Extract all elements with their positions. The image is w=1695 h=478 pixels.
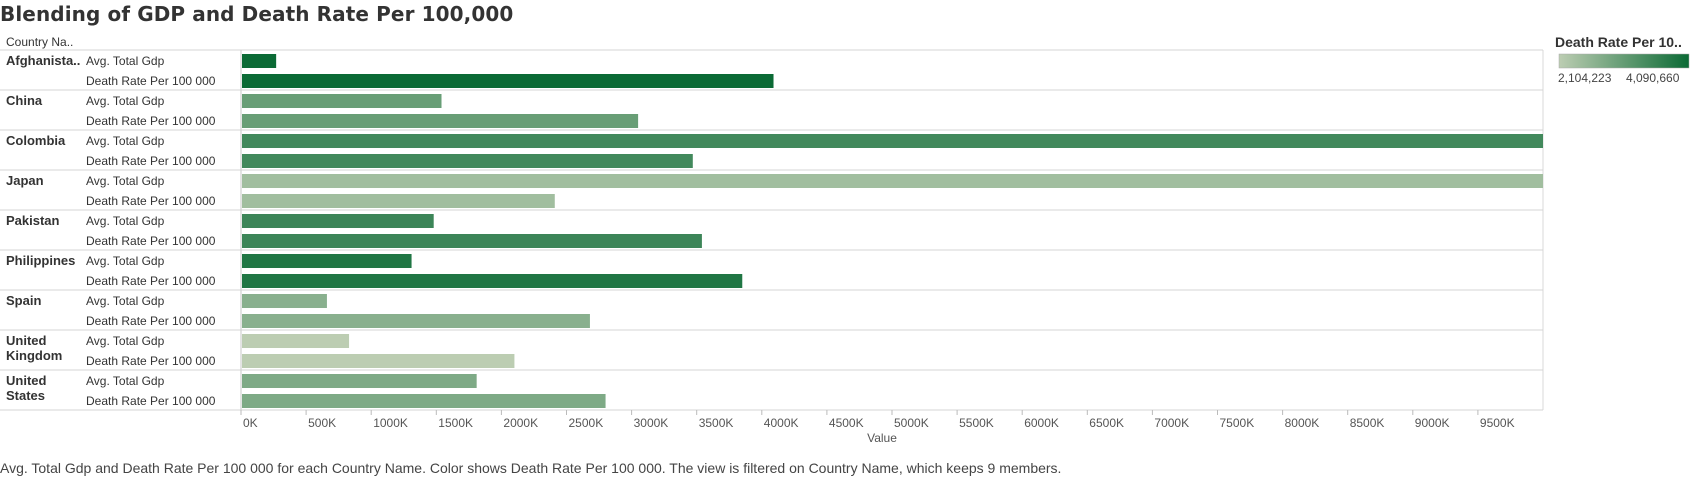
- bar-avg-total-gdp[interactable]: [242, 174, 1543, 188]
- measure-label: Avg. Total Gdp: [86, 374, 165, 388]
- country-label[interactable]: Colombia: [6, 133, 66, 148]
- chart-caption: Avg. Total Gdp and Death Rate Per 100 00…: [0, 460, 1062, 476]
- x-tick-label: 6000K: [1024, 416, 1059, 430]
- x-axis-title: Value: [867, 431, 897, 445]
- x-tick-label: 9000K: [1415, 416, 1450, 430]
- measure-label: Death Rate Per 100 000: [86, 394, 216, 408]
- measure-label: Avg. Total Gdp: [86, 334, 165, 348]
- country-label[interactable]: China: [6, 93, 43, 108]
- bar-death-rate[interactable]: [242, 154, 693, 168]
- row-labels: Afghanista.. Avg. Total Gdp Death Rate Per…: [6, 53, 216, 408]
- bar-death-rate[interactable]: [242, 354, 515, 368]
- x-tick-label: 4500K: [829, 416, 864, 430]
- x-tick-label: 3500K: [699, 416, 734, 430]
- bar-avg-total-gdp[interactable]: [242, 294, 327, 308]
- row-header[interactable]: Country Na..: [6, 35, 74, 49]
- measure-label: Death Rate Per 100 000: [86, 354, 216, 368]
- legend-min-label: 2,104,223: [1558, 71, 1612, 85]
- x-tick-label: 9500K: [1480, 416, 1515, 430]
- measure-label: Avg. Total Gdp: [86, 174, 165, 188]
- x-tick-label: 8000K: [1285, 416, 1320, 430]
- row-grid: [0, 49, 1544, 411]
- measure-label: Death Rate Per 100 000: [86, 74, 216, 88]
- country-label[interactable]: Afghanista..: [6, 53, 80, 68]
- measure-label: Death Rate Per 100 000: [86, 194, 216, 208]
- x-tick-label: 2000K: [503, 416, 538, 430]
- measure-label: Avg. Total Gdp: [86, 94, 165, 108]
- x-tick-label: 1500K: [438, 416, 473, 430]
- measure-label: Death Rate Per 100 000: [86, 234, 216, 248]
- bar-death-rate[interactable]: [242, 274, 743, 288]
- bar-avg-total-gdp[interactable]: [242, 94, 442, 108]
- bar-death-rate[interactable]: [242, 314, 590, 328]
- legend-title[interactable]: Death Rate Per 10..: [1555, 34, 1682, 50]
- chart-title: Blending of GDP and Death Rate Per 100,0…: [0, 2, 514, 26]
- country-label[interactable]: States: [6, 388, 45, 403]
- bar-avg-total-gdp[interactable]: [242, 374, 477, 388]
- x-tick-label: 500K: [308, 416, 336, 430]
- bar-death-rate[interactable]: [242, 234, 702, 248]
- x-tick-label: 4000K: [764, 416, 799, 430]
- country-label[interactable]: Spain: [6, 293, 41, 308]
- measure-label: Avg. Total Gdp: [86, 254, 165, 268]
- measure-label: Death Rate Per 100 000: [86, 274, 216, 288]
- measure-label: Avg. Total Gdp: [86, 214, 165, 228]
- x-tick-label: 3000K: [634, 416, 669, 430]
- country-label[interactable]: United: [6, 333, 47, 348]
- bar-death-rate[interactable]: [242, 74, 774, 88]
- legend-gradient: [1558, 53, 1690, 69]
- measure-label: Death Rate Per 100 000: [86, 114, 216, 128]
- bars: [242, 54, 1543, 408]
- x-tick-label: 0K: [243, 416, 258, 430]
- measure-label: Death Rate Per 100 000: [86, 154, 216, 168]
- country-label[interactable]: Japan: [6, 173, 44, 188]
- bar-death-rate[interactable]: [242, 114, 639, 128]
- x-tick-label: 7000K: [1154, 416, 1189, 430]
- bar-death-rate[interactable]: [242, 394, 606, 408]
- x-tick-label: 6500K: [1089, 416, 1124, 430]
- measure-label: Avg. Total Gdp: [86, 54, 165, 68]
- bar-avg-total-gdp[interactable]: [242, 214, 434, 228]
- bar-avg-total-gdp[interactable]: [242, 334, 350, 348]
- x-tick-label: 2500K: [569, 416, 604, 430]
- x-tick-label: 1000K: [373, 416, 408, 430]
- bar-avg-total-gdp[interactable]: [242, 134, 1543, 148]
- country-label[interactable]: Kingdom: [6, 348, 62, 363]
- x-tick-label: 5000K: [894, 416, 929, 430]
- measure-label: Avg. Total Gdp: [86, 294, 165, 308]
- country-label[interactable]: Pakistan: [6, 213, 60, 228]
- bar-avg-total-gdp[interactable]: [242, 54, 277, 68]
- measure-label: Death Rate Per 100 000: [86, 314, 216, 328]
- x-tick-label: 5500K: [959, 416, 994, 430]
- bar-avg-total-gdp[interactable]: [242, 254, 412, 268]
- x-tick-label: 8500K: [1350, 416, 1385, 430]
- measure-label: Avg. Total Gdp: [86, 134, 165, 148]
- country-label[interactable]: United: [6, 373, 47, 388]
- color-legend: [1558, 53, 1690, 69]
- bar-death-rate[interactable]: [242, 194, 555, 208]
- x-axis: 0K 500K 1000K 1500K 2000K 2500K 3000K 3500K 4000…: [240, 410, 1515, 445]
- legend-max-label: 4,090,660: [1626, 71, 1680, 85]
- x-tick-label: 7500K: [1220, 416, 1255, 430]
- country-label[interactable]: Philippines: [6, 253, 75, 268]
